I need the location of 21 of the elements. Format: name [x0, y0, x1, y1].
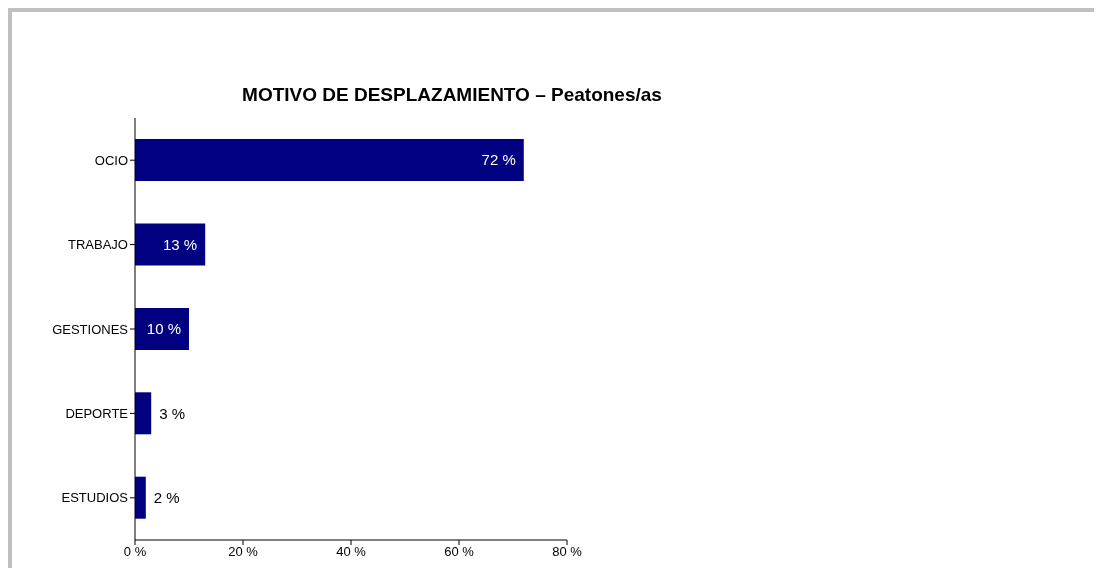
chart-title: MOTIVO DE DESPLAZAMIENTO – Peatones/as: [241, 84, 663, 106]
data-label: 72 %: [481, 151, 516, 169]
bar: [135, 307, 189, 350]
bar: [135, 476, 146, 519]
bar: [135, 223, 206, 266]
x-tick-label: 40 %: [336, 544, 367, 560]
x-tick-label: 60 %: [444, 544, 475, 560]
data-label: 10 %: [146, 320, 181, 338]
x-tick-label: 0 %: [123, 544, 147, 560]
y-tick-label: DEPORTE: [65, 406, 129, 422]
data-label: 2 %: [153, 488, 180, 506]
data-label: 13 %: [163, 235, 198, 253]
data-label: 3 %: [159, 404, 186, 422]
bar: [135, 392, 152, 435]
bar: [135, 139, 524, 182]
x-tick-label: 80 %: [552, 544, 583, 560]
y-tick-label: ESTUDIOS: [61, 490, 129, 506]
y-tick-label: GESTIONES: [52, 321, 129, 337]
y-tick-label: OCIO: [94, 152, 128, 168]
x-tick-label: 20 %: [228, 544, 259, 560]
y-tick-label: TRABAJO: [68, 237, 128, 253]
